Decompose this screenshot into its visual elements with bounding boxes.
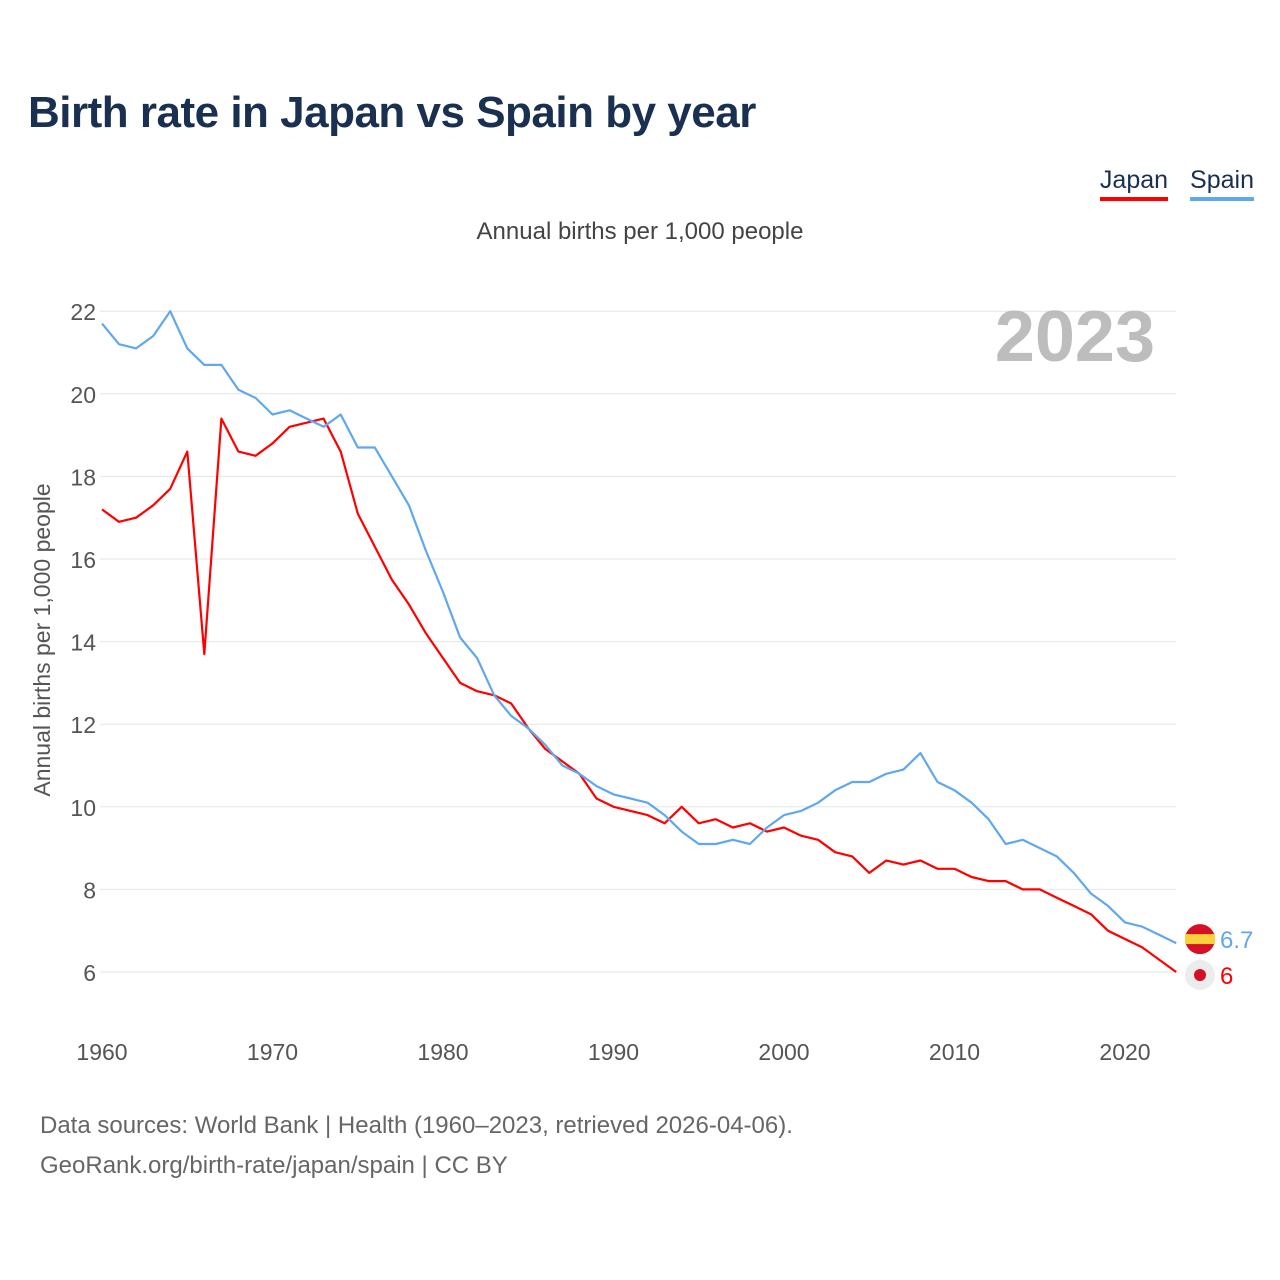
y-tick-label: 12	[70, 712, 96, 738]
y-tick-label: 14	[70, 630, 96, 656]
x-tick-label: 1960	[76, 1039, 127, 1065]
y-tick-label: 22	[70, 299, 96, 325]
japan-flag-sun	[1194, 969, 1206, 981]
source-line-2[interactable]: GeoRank.org/birth-rate/japan/spain | CC …	[40, 1152, 508, 1179]
series-line-japan	[101, 417, 1177, 973]
source-note: Data sources: World Bank | Health (1960–…	[40, 1106, 793, 1186]
legend: Japan Spain	[1099, 166, 1254, 201]
x-tick-label: 2000	[758, 1039, 809, 1065]
chart-title: Birth rate in Japan vs Spain by year	[28, 88, 756, 137]
legend-spain[interactable]: Spain	[1190, 166, 1254, 201]
x-tick-label: 2010	[929, 1039, 980, 1065]
year-watermark: 2023	[995, 297, 1155, 377]
y-tick-label: 6	[83, 960, 96, 986]
y-axis-label: Annual births per 1,000 people	[29, 483, 55, 796]
x-tick-label: 1970	[247, 1039, 298, 1065]
chart-subtitle: Annual births per 1,000 people	[476, 218, 804, 245]
y-tick-label: 16	[70, 547, 96, 573]
x-tick-label: 1980	[417, 1039, 468, 1065]
y-tick-label: 20	[70, 382, 96, 408]
y-tick-label: 10	[70, 795, 96, 821]
y-tick-label: 18	[70, 464, 96, 490]
x-tick-label: 2020	[1099, 1039, 1150, 1065]
y-tick-label: 8	[83, 877, 96, 903]
end-label-japan: 6	[1220, 963, 1233, 990]
series-line-spain	[101, 310, 1177, 945]
legend-japan[interactable]: Japan	[1099, 166, 1169, 201]
end-label-spain: 6.7	[1220, 927, 1253, 954]
x-tick-label: 1990	[588, 1039, 639, 1065]
spain-flag-stripe	[1185, 934, 1215, 945]
source-line-1: Data sources: World Bank | Health (1960–…	[40, 1112, 793, 1139]
